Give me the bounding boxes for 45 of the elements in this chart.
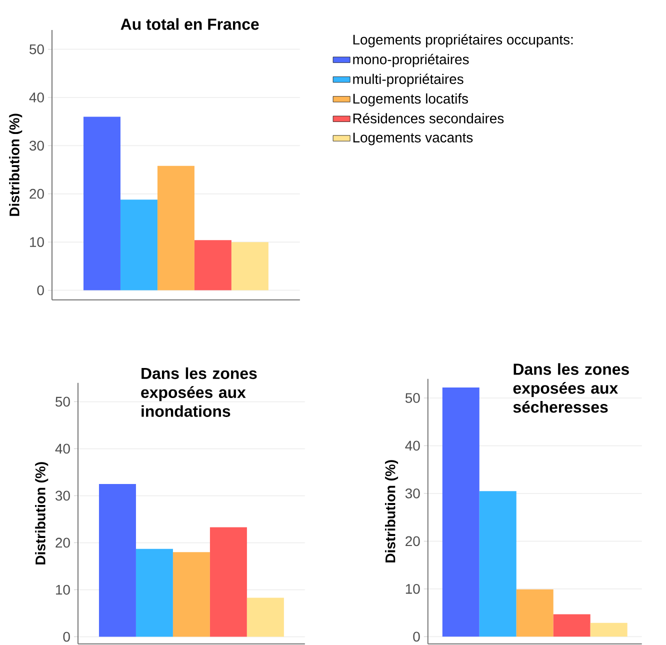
- y-tick-label: 30: [29, 140, 44, 151]
- chart-title: Au total en France: [120, 18, 259, 30]
- y-tick-label: 40: [405, 440, 420, 451]
- y-tick-label: 40: [29, 92, 44, 102]
- y-axis-title: Distribution (%): [9, 114, 22, 216]
- bar: [210, 527, 247, 637]
- y-tick-label: 10: [30, 237, 44, 247]
- y-tick-label: 0: [63, 632, 70, 642]
- y-tick-label: 20: [56, 538, 70, 548]
- y-tick-label: 20: [30, 188, 44, 199]
- y-tick-label: 30: [55, 490, 70, 501]
- legend-label: mono-propriétaires: [353, 54, 469, 68]
- bar: [479, 491, 516, 637]
- y-tick-label: 30: [405, 488, 420, 498]
- y-tick-label: 10: [56, 584, 70, 595]
- y-tick-label: 20: [406, 536, 420, 546]
- bar: [136, 548, 173, 637]
- bar: [157, 166, 194, 290]
- y-tick-label: 50: [405, 393, 420, 403]
- bar: [194, 240, 232, 290]
- legend-title: Logements propriétaires occupants:: [353, 34, 573, 48]
- bar: [442, 387, 480, 637]
- bar: [83, 116, 120, 290]
- legend-label: Logements locatifs: [353, 93, 468, 106]
- legend-label: Logements vacants: [353, 132, 473, 146]
- y-axis-title: Distribution (%): [385, 460, 398, 562]
- bar: [172, 552, 210, 637]
- bar: [231, 242, 268, 290]
- y-tick-label: 50: [30, 44, 44, 54]
- legend-label: Résidences secondaires: [353, 112, 504, 124]
- y-axis-title: Distribution (%): [35, 462, 48, 564]
- bar: [246, 598, 284, 637]
- chart-title: Dans les zones exposées aux sécheresses: [513, 363, 629, 413]
- y-tick-label: 10: [406, 584, 420, 594]
- bar: [553, 614, 590, 637]
- y-tick-label: 40: [55, 444, 70, 454]
- bar: [98, 484, 136, 637]
- y-tick-label: 0: [37, 285, 44, 296]
- y-tick-label: 50: [56, 396, 70, 407]
- bar: [516, 589, 554, 637]
- bar: [120, 200, 158, 290]
- legend-label: multi-propriétaires: [353, 74, 464, 87]
- y-tick-label: 0: [413, 632, 420, 642]
- chart-title: Dans les zones exposées aux inondations: [141, 367, 257, 417]
- bar: [590, 622, 628, 637]
